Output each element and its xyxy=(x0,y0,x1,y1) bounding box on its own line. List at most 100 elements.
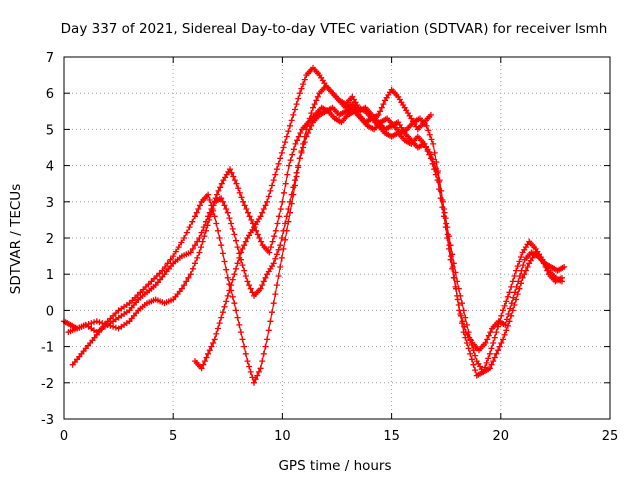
data-point-marker xyxy=(513,296,520,303)
data-point-marker xyxy=(455,302,462,308)
data-point-marker xyxy=(269,309,275,316)
data-point-marker xyxy=(223,298,230,305)
data-point-marker xyxy=(281,189,287,196)
data-point-marker xyxy=(242,350,249,357)
data-point-marker xyxy=(485,332,492,339)
data-point-marker xyxy=(203,218,209,225)
data-point-marker xyxy=(303,126,310,133)
data-point-marker xyxy=(159,267,166,274)
data-point-marker xyxy=(269,182,275,189)
data-point-marker xyxy=(236,254,243,261)
data-point-marker xyxy=(210,340,217,346)
data-point-marker xyxy=(200,361,207,368)
data-point-marker xyxy=(296,90,303,97)
x-tick-label: 0 xyxy=(60,429,68,444)
data-point-marker xyxy=(427,111,434,118)
data-point-marker xyxy=(175,244,182,251)
data-point-marker xyxy=(491,354,498,361)
data-point-marker xyxy=(208,202,215,209)
data-point-marker xyxy=(195,206,202,212)
data-point-marker xyxy=(260,350,267,357)
data-point-marker xyxy=(235,185,242,192)
data-point-marker xyxy=(470,347,477,354)
data-point-marker xyxy=(277,242,284,249)
data-point-marker xyxy=(153,273,160,279)
data-point-marker xyxy=(167,256,174,263)
data-point-marker xyxy=(206,209,213,216)
data-point-marker xyxy=(187,249,194,256)
data-point-marker xyxy=(110,323,117,330)
data-point-marker xyxy=(424,148,431,155)
data-point-marker xyxy=(257,285,264,292)
data-point-marker xyxy=(279,198,286,205)
data-point-marker xyxy=(516,285,523,292)
data-point-marker xyxy=(248,216,255,223)
data-point-marker xyxy=(162,264,168,270)
data-point-marker xyxy=(426,131,433,138)
data-point-marker xyxy=(265,327,272,334)
data-point-marker xyxy=(493,329,500,336)
data-point-marker xyxy=(289,151,296,158)
data-point-marker xyxy=(221,303,228,310)
series-pass-4 xyxy=(192,64,434,372)
data-point-marker xyxy=(272,291,279,298)
data-point-marker xyxy=(237,329,244,336)
data-point-marker xyxy=(233,307,239,314)
data-point-marker xyxy=(310,104,316,111)
data-point-marker xyxy=(183,278,190,285)
data-point-marker xyxy=(380,101,387,108)
data-point-marker xyxy=(267,244,274,251)
data-point-marker xyxy=(203,227,209,234)
data-point-marker xyxy=(206,347,213,354)
data-point-marker xyxy=(428,136,435,143)
data-point-marker xyxy=(236,321,243,328)
data-point-marker xyxy=(156,270,163,277)
data-point-marker xyxy=(301,133,308,140)
data-point-marker xyxy=(170,253,177,260)
data-point-marker xyxy=(271,233,278,240)
data-point-marker xyxy=(275,160,282,167)
data-point-marker xyxy=(491,334,498,341)
data-point-marker xyxy=(522,267,529,274)
data-point-marker xyxy=(524,264,531,270)
data-point-marker xyxy=(290,191,297,198)
data-point-marker xyxy=(198,365,205,372)
data-point-marker xyxy=(465,345,472,352)
data-point-marker xyxy=(229,293,236,300)
data-point-marker xyxy=(240,198,247,205)
data-point-marker xyxy=(282,220,289,227)
data-point-marker xyxy=(280,144,287,151)
data-point-marker xyxy=(272,255,279,262)
data-point-marker xyxy=(470,361,477,368)
data-point-marker xyxy=(197,202,203,209)
data-point-marker xyxy=(496,343,503,350)
data-point-marker xyxy=(500,336,506,343)
y-tick-label: -1 xyxy=(41,341,54,356)
series-pass-1 xyxy=(61,104,568,354)
y-tick-label: 1 xyxy=(46,268,54,283)
data-point-marker xyxy=(277,155,284,162)
data-point-marker xyxy=(256,235,263,241)
data-point-marker xyxy=(493,350,500,357)
data-point-marker xyxy=(194,254,201,261)
data-point-marker xyxy=(203,354,210,361)
data-point-marker xyxy=(439,204,446,211)
data-point-marker xyxy=(313,97,320,104)
data-series xyxy=(61,64,568,386)
data-point-marker xyxy=(488,345,495,352)
y-tick-label: 0 xyxy=(46,304,54,319)
data-point-marker xyxy=(251,379,257,386)
data-point-marker xyxy=(264,336,271,343)
data-point-marker xyxy=(216,235,223,241)
data-point-marker xyxy=(306,115,313,122)
data-point-marker xyxy=(273,251,280,258)
x-tick-label: 20 xyxy=(493,429,510,444)
data-point-marker xyxy=(496,318,503,325)
data-point-marker xyxy=(519,274,526,281)
data-point-marker xyxy=(297,130,304,136)
data-point-marker xyxy=(221,202,228,209)
data-point-marker xyxy=(558,278,565,285)
data-point-marker xyxy=(245,209,251,216)
data-point-marker xyxy=(421,140,428,147)
data-point-marker xyxy=(300,81,307,88)
